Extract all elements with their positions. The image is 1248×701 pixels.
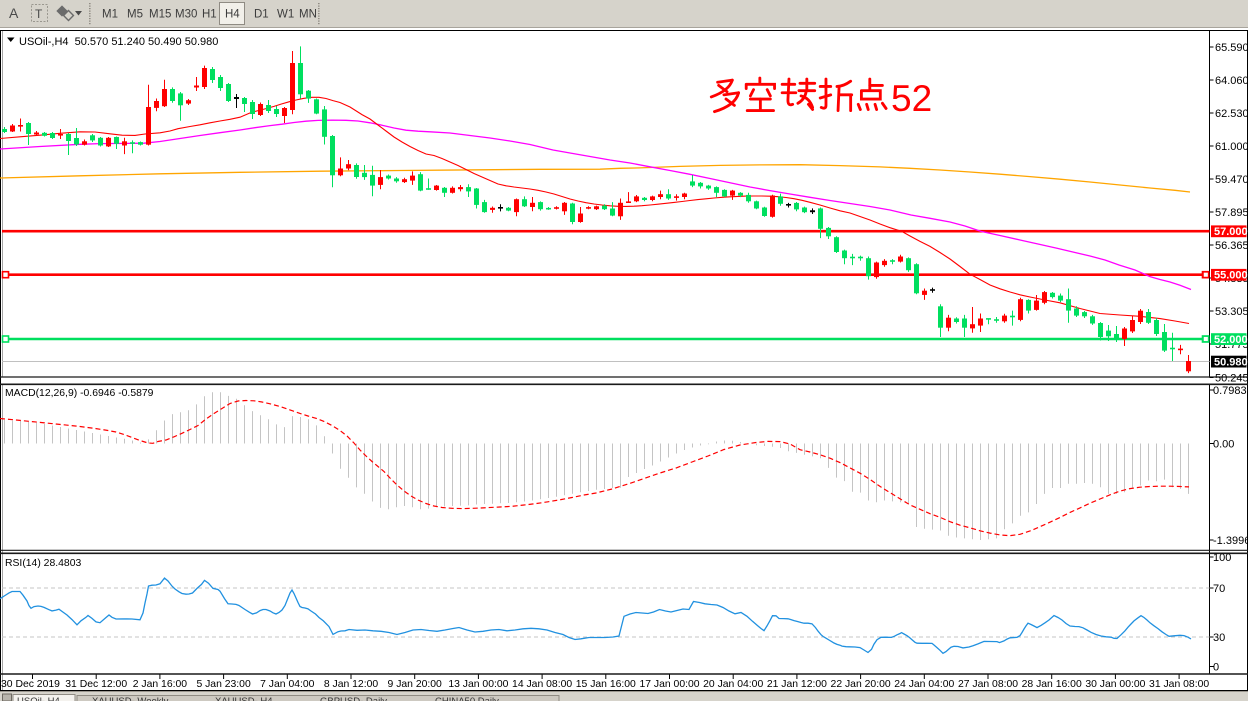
svg-text:53.305: 53.305	[1215, 306, 1248, 318]
svg-text:52.000: 52.000	[1214, 334, 1248, 346]
svg-text:17 Jan 00:00: 17 Jan 00:00	[639, 679, 699, 690]
svg-text:USOil-,H4: USOil-,H4	[17, 696, 60, 701]
svg-text:13 Jan 00:00: 13 Jan 00:00	[448, 679, 508, 690]
svg-text:5 Jan 23:00: 5 Jan 23:00	[196, 679, 251, 690]
svg-text:62.530: 62.530	[1215, 108, 1248, 120]
svg-text:D1: D1	[254, 9, 269, 21]
svg-text:28 Jan 16:00: 28 Jan 16:00	[1022, 679, 1082, 690]
svg-text:H1: H1	[202, 9, 217, 21]
svg-text:59.470: 59.470	[1215, 174, 1248, 186]
svg-text:0.7983: 0.7983	[1213, 385, 1247, 397]
svg-text:T: T	[35, 7, 43, 21]
svg-text:22 Jan 20:00: 22 Jan 20:00	[831, 679, 891, 690]
svg-text:27 Jan 08:00: 27 Jan 08:00	[958, 679, 1018, 690]
svg-text:MN: MN	[299, 9, 317, 21]
svg-text:W1: W1	[277, 9, 294, 21]
svg-text:RSI(14) 28.4803: RSI(14) 28.4803	[5, 558, 81, 569]
svg-text:24 Jan 04:00: 24 Jan 04:00	[894, 679, 954, 690]
svg-text:14 Jan 08:00: 14 Jan 08:00	[512, 679, 572, 690]
svg-text:USOil-,H4 50.570 51.240 50.49: USOil-,H4 50.570 51.240 50.490 50.980	[19, 36, 218, 48]
svg-text:30 Jan 00:00: 30 Jan 00:00	[1085, 679, 1145, 690]
svg-text:A: A	[9, 5, 19, 21]
svg-text:20 Jan 04:00: 20 Jan 04:00	[703, 679, 763, 690]
svg-text:50.980: 50.980	[1214, 357, 1248, 369]
svg-text:GBPUSD-,Daily: GBPUSD-,Daily	[320, 696, 387, 701]
svg-text:7 Jan 04:00: 7 Jan 04:00	[260, 679, 315, 690]
svg-text:2 Jan 16:00: 2 Jan 16:00	[133, 679, 188, 690]
svg-text:70: 70	[1213, 583, 1225, 595]
svg-text:57.895: 57.895	[1215, 207, 1248, 219]
svg-text:52: 52	[891, 78, 932, 119]
svg-text:61.000: 61.000	[1215, 141, 1248, 153]
svg-text:8 Jan 12:00: 8 Jan 12:00	[324, 679, 379, 690]
svg-text:XAUUSD-,Weekly: XAUUSD-,Weekly	[92, 696, 169, 701]
svg-text:15 Jan 16:00: 15 Jan 16:00	[576, 679, 636, 690]
svg-text:55.000: 55.000	[1214, 270, 1248, 282]
svg-text:XAUUSD-,H4: XAUUSD-,H4	[215, 696, 273, 701]
svg-text:M5: M5	[127, 9, 143, 21]
svg-text:21 Jan 12:00: 21 Jan 12:00	[767, 679, 827, 690]
svg-text:H4: H4	[225, 9, 240, 21]
svg-text:M30: M30	[175, 9, 197, 21]
svg-text:57.000: 57.000	[1214, 226, 1248, 238]
svg-text:CHINA50,Daily: CHINA50,Daily	[435, 696, 499, 701]
svg-text:31 Dec 12:00: 31 Dec 12:00	[65, 679, 127, 690]
svg-text:9 Jan 20:00: 9 Jan 20:00	[388, 679, 443, 690]
svg-text:50.245: 50.245	[1215, 373, 1248, 385]
svg-text:MACD(12,26,9) -0.6946 -0.5879: MACD(12,26,9) -0.6946 -0.5879	[5, 388, 154, 399]
svg-text:100: 100	[1213, 552, 1231, 564]
svg-text:-1.3996: -1.3996	[1213, 535, 1248, 547]
svg-text:30: 30	[1213, 632, 1225, 644]
svg-text:M1: M1	[102, 9, 118, 21]
svg-text:65.590: 65.590	[1215, 42, 1248, 54]
svg-text:31 Jan 08:00: 31 Jan 08:00	[1149, 679, 1209, 690]
svg-text:56.365: 56.365	[1215, 240, 1248, 252]
svg-text:30 Dec 2019: 30 Dec 2019	[1, 679, 60, 690]
svg-text:M15: M15	[149, 9, 171, 21]
svg-text:64.060: 64.060	[1215, 75, 1248, 87]
svg-text:0.00: 0.00	[1213, 439, 1234, 451]
svg-text:0: 0	[1213, 662, 1219, 674]
